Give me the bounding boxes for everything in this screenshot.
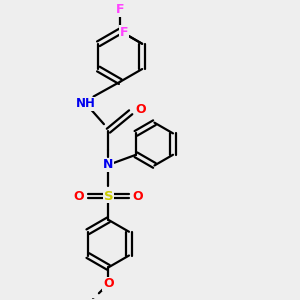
Text: S: S <box>103 190 113 202</box>
Text: O: O <box>103 277 114 290</box>
Text: N: N <box>103 158 114 171</box>
Text: F: F <box>116 3 124 16</box>
Text: O: O <box>135 103 146 116</box>
Text: NH: NH <box>76 98 96 110</box>
Text: O: O <box>133 190 143 202</box>
Text: O: O <box>74 190 84 202</box>
Text: F: F <box>120 26 129 39</box>
